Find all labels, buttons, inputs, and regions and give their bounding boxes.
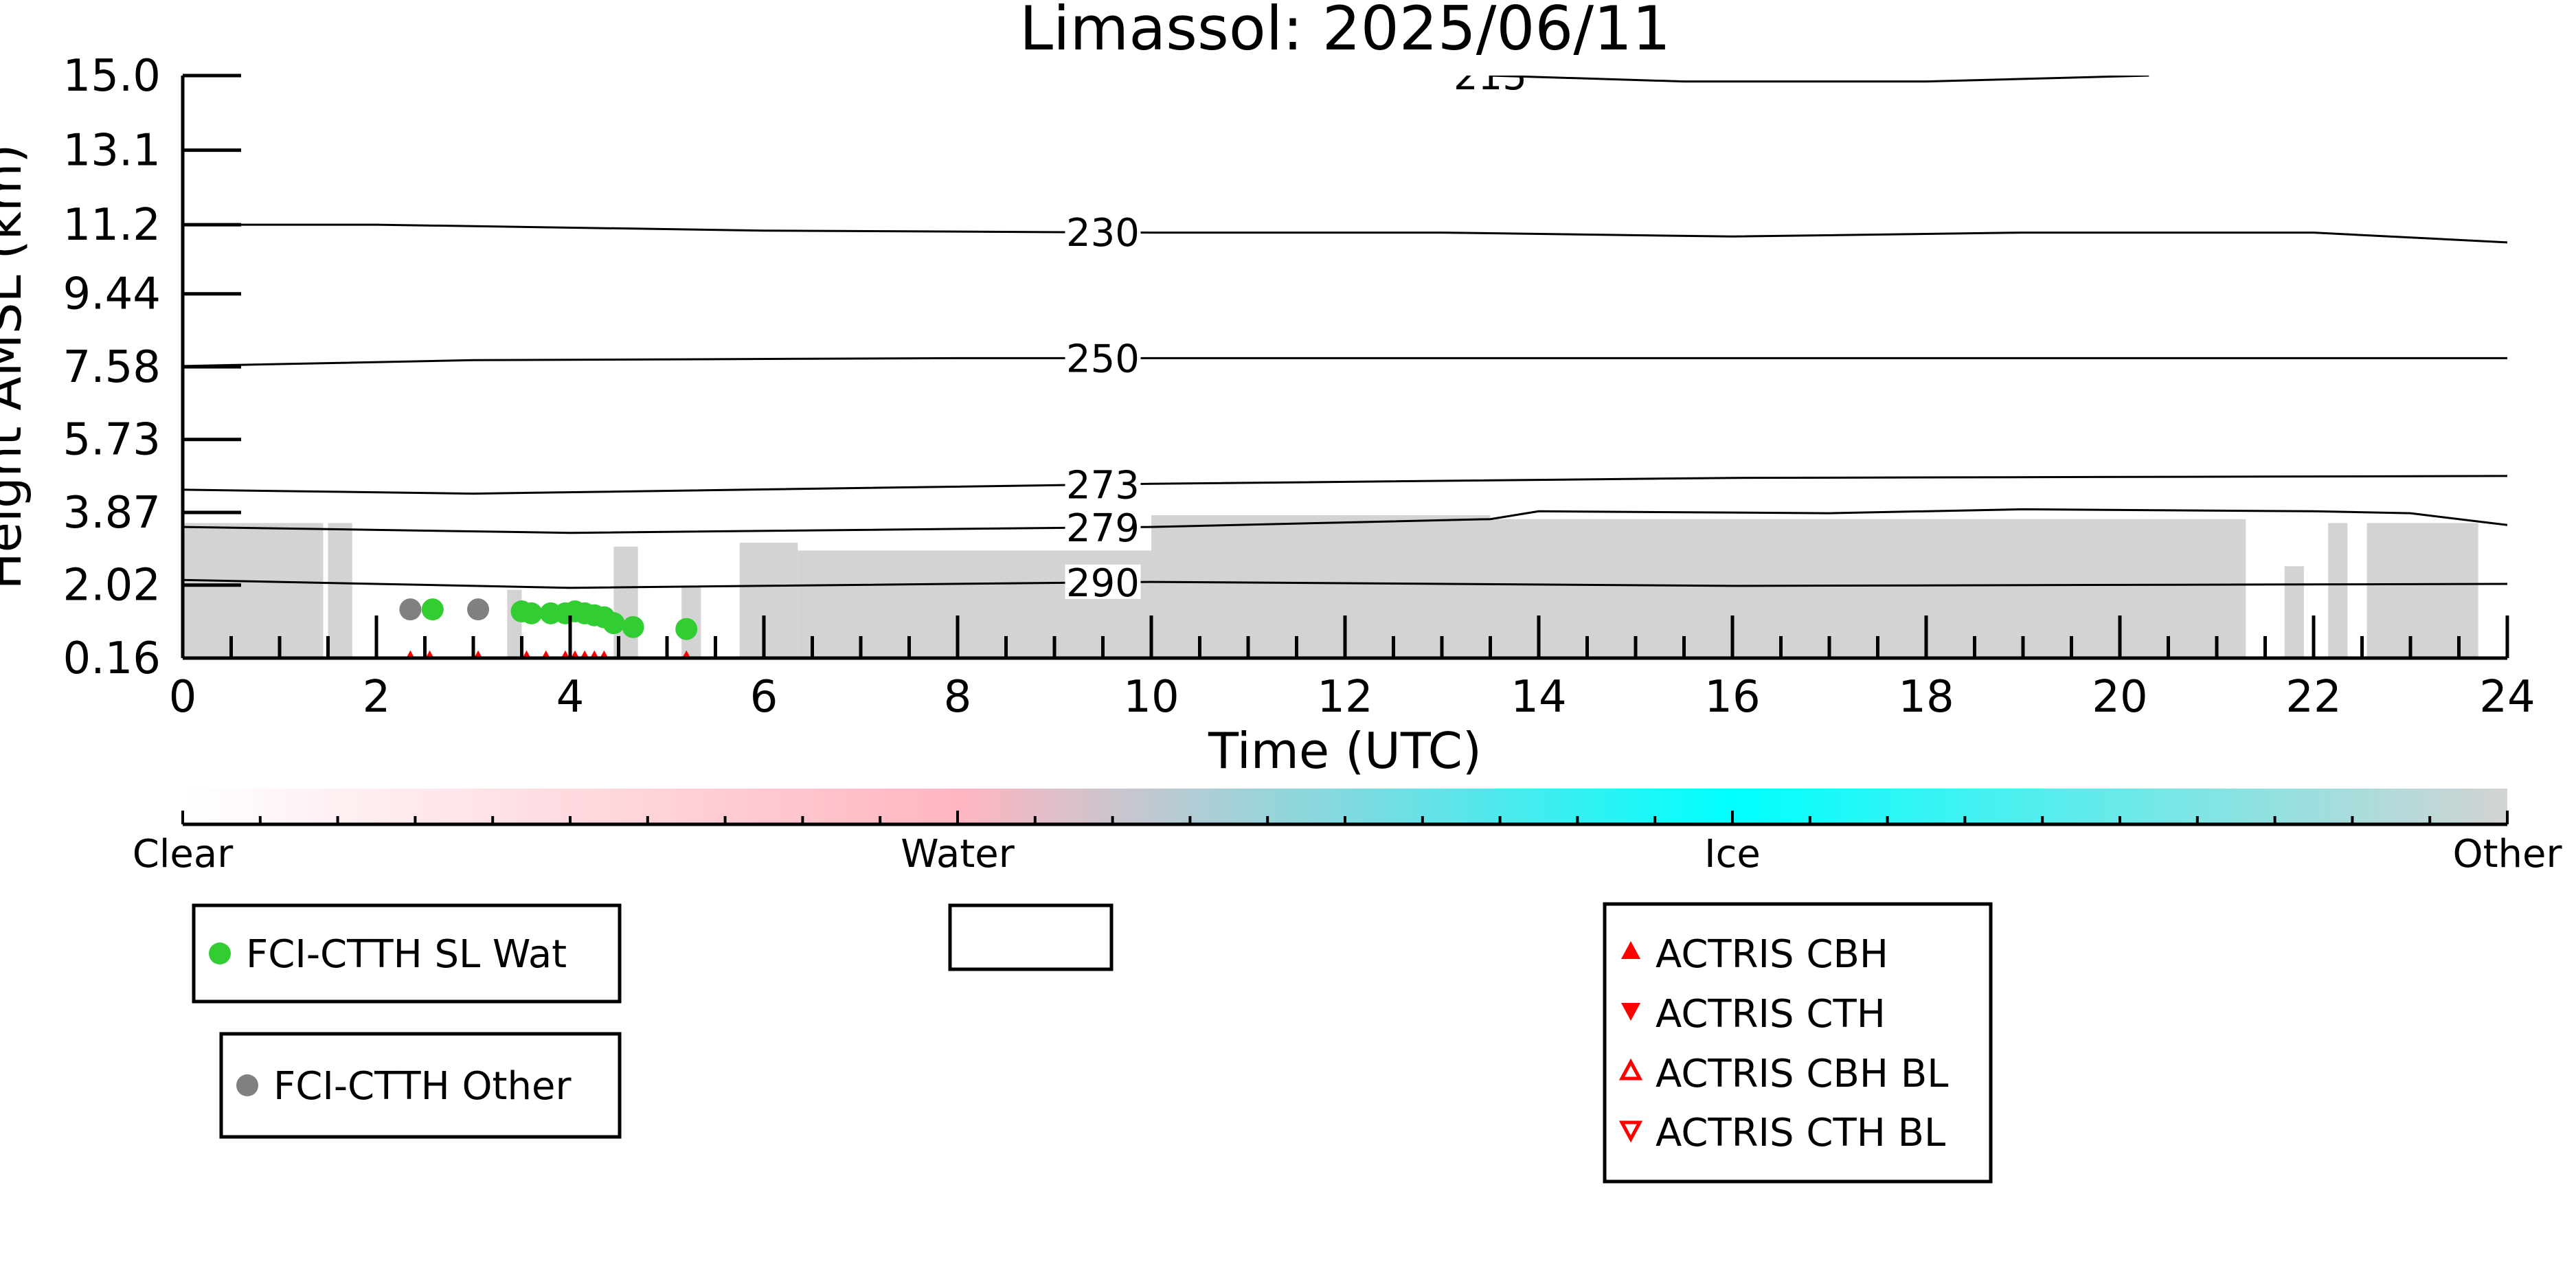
- cloud-mask-block-1: [328, 523, 352, 657]
- classification-colorbar: Clear Water Ice Other: [133, 789, 2562, 877]
- x-tick-label: 4: [556, 672, 585, 723]
- legend-label-actris-cth-bl: ACTRIS CTH BL: [1656, 1111, 1945, 1155]
- cloud-mask-block-7: [1151, 515, 1491, 657]
- isotherm-label-273: 273: [1066, 463, 1140, 508]
- legend-marker-actris-cbh: [1621, 941, 1640, 959]
- cloud-mask-block-0: [183, 523, 324, 657]
- isotherm-label-230: 230: [1066, 211, 1140, 256]
- colorbar-ticks: [181, 811, 2509, 824]
- point-fci-ctth-sl-wat: [602, 612, 625, 635]
- legend-empty-box: [948, 903, 1114, 971]
- x-tick-label: 16: [1704, 672, 1760, 723]
- isotherm-label-250: 250: [1066, 337, 1140, 381]
- y-tick-label: 2.02: [63, 561, 161, 611]
- isotherm-215: [1490, 76, 2149, 83]
- isotherm-label-bg: [1065, 509, 1141, 544]
- cloud-points: [399, 598, 698, 659]
- isotherm-label-bg: [1065, 340, 1141, 375]
- isotherm-label-290: 290: [1066, 561, 1140, 606]
- y-tick-label: 0.16: [63, 633, 161, 684]
- y-axis-label: Height AMSL (km): [0, 144, 32, 590]
- x-tick-label: 18: [1898, 672, 1954, 723]
- x-tick-label: 14: [1511, 672, 1566, 723]
- isotherm-label-279: 279: [1066, 506, 1140, 551]
- x-tick-label: 12: [1317, 672, 1372, 723]
- isotherm-250: [183, 357, 2507, 368]
- y-tick-label: 11.2: [63, 200, 161, 251]
- y-tick-label: 7.58: [63, 342, 161, 393]
- x-tick-label: 2: [363, 672, 391, 723]
- x-tick-label: 8: [944, 672, 972, 723]
- y-tick-label: 5.73: [63, 415, 161, 466]
- legend-actris: ACTRIS CBH ACTRIS CTH ACTRIS CBH BL ACTR…: [1603, 902, 1993, 1184]
- cloud-mask-block-8: [1490, 519, 2246, 657]
- legend-marker-actris-cth-bl: [1618, 1120, 1643, 1143]
- isotherm-label-bg: [1065, 564, 1141, 599]
- x-tick-label: 10: [1123, 672, 1179, 723]
- cloud-mask-block-9: [2284, 566, 2304, 657]
- legend-fci-water: FCI-CTTH SL Wat: [192, 903, 622, 1004]
- legend-label-actris-cth: ACTRIS CTH: [1656, 992, 1886, 1037]
- legend-marker-fci-other: [236, 1074, 258, 1096]
- isotherm-230: [183, 223, 2507, 244]
- cloud-mask-block-2: [507, 589, 522, 657]
- cloud-mask-background: [183, 515, 2478, 657]
- isotherm-273: [183, 475, 2507, 495]
- x-tick-label: 22: [2285, 672, 2341, 723]
- legend-box: [219, 1032, 622, 1139]
- legend-label-actris-cbh: ACTRIS CBH: [1656, 932, 1888, 977]
- cloud-mask-block-5: [739, 543, 798, 657]
- x-axis-ticks: 0 2 4 6 8 10 12 14 16 18 20 22 24: [169, 615, 2535, 723]
- y-axis-ticks: 0.16 2.02 3.87 5.73 7.58 9.44 11.2 13.1 15.0: [63, 51, 241, 684]
- point-fci-ctth-sl-wat: [520, 602, 543, 624]
- chart-title: Limassol: 2025/06/11: [1019, 0, 1671, 64]
- colorbar-label-other: Other: [2452, 832, 2562, 877]
- point-fci-ctth-sl-wat: [421, 598, 444, 621]
- legend-box: [192, 903, 622, 1004]
- point-fci-ctth-other: [399, 598, 422, 621]
- x-tick-label: 20: [2092, 672, 2147, 723]
- point-fci-ctth-sl-wat: [622, 615, 644, 638]
- colorbar-label-ice: Ice: [1704, 832, 1761, 877]
- point-fci-ctth-sl-wat: [675, 618, 698, 640]
- x-tick-label: 6: [750, 672, 778, 723]
- isotherm-290: [183, 578, 2507, 589]
- legend-fci-other: FCI-CTTH Other: [219, 1032, 622, 1139]
- cloud-mask-block-11: [2366, 523, 2478, 657]
- legend-marker-fci-water: [209, 942, 231, 964]
- cloud-mask-block-10: [2328, 523, 2348, 657]
- y-tick-label: 13.1: [63, 126, 161, 177]
- x-tick-label: 0: [169, 672, 197, 723]
- colorbar-label-water: Water: [901, 832, 1015, 877]
- isotherm-label-215: 215: [1454, 54, 1527, 99]
- point-fci-ctth-other: [467, 598, 490, 621]
- y-tick-label: 9.44: [63, 269, 161, 320]
- isotherm-label-bg: [1065, 466, 1141, 501]
- y-tick-label: 15.0: [63, 51, 161, 102]
- legend-label-fci-other: FCI-CTTH Other: [273, 1064, 572, 1109]
- legend-box: [1603, 902, 1993, 1184]
- isotherm-279: [183, 508, 2507, 534]
- legend-marker-actris-cbh-bl: [1618, 1058, 1643, 1081]
- isotherm-label-bg: [1065, 214, 1141, 249]
- legend-marker-actris-cth: [1621, 1003, 1640, 1021]
- colorbar-label-clear: Clear: [133, 832, 234, 877]
- legend-label-fci-water: FCI-CTTH SL Wat: [246, 932, 567, 977]
- y-tick-label: 3.87: [63, 488, 161, 539]
- x-axis-label: Time (UTC): [1208, 722, 1482, 780]
- x-tick-label: 24: [2479, 672, 2535, 723]
- legend-label-actris-cbh-bl: ACTRIS CBH BL: [1656, 1052, 1948, 1096]
